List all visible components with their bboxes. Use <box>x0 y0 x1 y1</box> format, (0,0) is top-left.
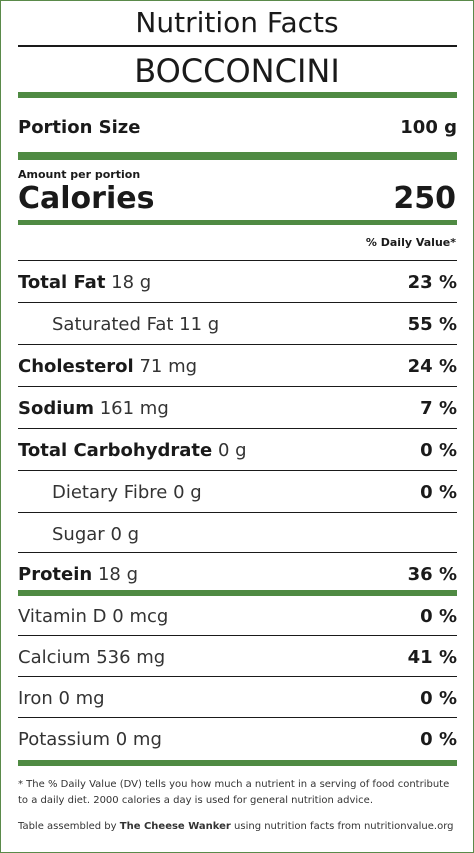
nutrient-name: Sugar <box>52 523 105 545</box>
nutrient-dv: 24 % <box>407 355 457 377</box>
vitamin-row-iron: Iron 0 mg 0 % <box>18 678 457 718</box>
vitamin-dv: 0 % <box>420 687 457 709</box>
nutrient-amount: 18 g <box>97 563 139 585</box>
vitamin-dv: 0 % <box>420 728 457 750</box>
vitamin-name: Iron <box>18 687 53 709</box>
divider <box>18 428 457 429</box>
vitamin-row-potassium: Potassium 0 mg 0 % <box>18 719 457 759</box>
vitamin-amount: 0 mg <box>115 728 162 750</box>
green-bar <box>18 590 457 596</box>
portion-size-row: Portion Size 100 g <box>18 107 457 147</box>
nutrient-name: Cholesterol <box>18 355 134 377</box>
nutrient-dv: 36 % <box>407 563 457 585</box>
green-bar <box>18 220 457 225</box>
calories-value: 250 <box>393 181 456 216</box>
divider <box>18 260 457 261</box>
vitamin-dv: 0 % <box>420 605 457 627</box>
nutrient-dv: 55 % <box>407 313 457 335</box>
nutrient-name: Protein <box>18 563 93 585</box>
portion-size-value: 100 g <box>400 116 457 138</box>
nutrient-row-cholesterol: Cholesterol 71 mg 24 % <box>18 346 457 386</box>
divider <box>18 635 457 636</box>
nutrient-name: Total Fat <box>18 271 106 293</box>
nutrient-amount: 0 g <box>173 481 202 503</box>
green-bar <box>18 152 457 160</box>
daily-value-footnote: * The % Daily Value (DV) tells you how m… <box>18 779 450 806</box>
nutrient-amount: 0 g <box>217 439 247 461</box>
vitamin-dv: 41 % <box>407 646 457 668</box>
portion-size-label: Portion Size <box>18 116 141 138</box>
credit-brand: The Cheese Wanker <box>119 821 231 832</box>
nutrient-amount: 161 mg <box>99 397 169 419</box>
divider <box>18 552 457 553</box>
divider <box>18 344 457 345</box>
nutrient-name: Total Carbohydrate <box>18 439 213 461</box>
nutrient-amount: 0 g <box>110 523 140 545</box>
nutrient-amount: 11 g <box>179 313 220 335</box>
vitamin-row-vitamin-d: Vitamin D 0 mcg 0 % <box>18 596 457 636</box>
nutrient-row-total-fat: Total Fat 18 g 23 % <box>18 262 457 302</box>
nutrient-dv: 23 % <box>407 271 457 293</box>
amount-per-portion: Amount per portion <box>18 168 141 181</box>
vitamin-amount: 0 mcg <box>112 605 169 627</box>
green-bar <box>18 760 457 766</box>
vitamin-row-calcium: Calcium 536 mg 41 % <box>18 637 457 677</box>
product-name: BOCCONCINI <box>134 52 340 90</box>
nutrient-name: Dietary Fibre <box>52 481 168 503</box>
nutrient-name: Sodium <box>18 397 94 419</box>
nutrient-name: Saturated Fat <box>52 313 174 335</box>
nutrient-dv: 0 % <box>420 481 457 503</box>
divider <box>18 302 457 303</box>
divider <box>18 512 457 513</box>
nutrient-row-dietary-fibre: Dietary Fibre 0 g 0 % <box>18 472 457 512</box>
vitamin-name: Vitamin D <box>18 605 107 627</box>
green-bar <box>18 92 457 98</box>
divider <box>18 676 457 677</box>
vitamin-amount: 0 mg <box>58 687 105 709</box>
credit-suffix: using nutrition facts from nutritionvalu… <box>234 821 454 832</box>
label-title: Nutrition Facts <box>135 6 339 39</box>
credit-prefix: Table assembled by <box>18 821 117 832</box>
divider <box>18 386 457 387</box>
vitamin-name: Potassium <box>18 728 111 750</box>
divider <box>18 45 457 47</box>
credit-line: Table assembled by The Cheese Wanker usi… <box>18 819 457 835</box>
nutrient-amount: 71 mg <box>139 355 198 377</box>
nutrient-row-sugar: Sugar 0 g <box>18 514 457 554</box>
divider <box>18 717 457 718</box>
calories-label: Calories <box>18 181 155 216</box>
divider <box>18 470 457 471</box>
nutrient-amount: 18 g <box>111 271 152 293</box>
vitamin-amount: 536 mg <box>96 646 166 668</box>
nutrient-row-sodium: Sodium 161 mg 7 % <box>18 388 457 428</box>
daily-value-header: % Daily Value* <box>365 236 456 249</box>
nutrient-row-total-carbohydrate: Total Carbohydrate 0 g 0 % <box>18 430 457 470</box>
nutrient-row-protein: Protein 18 g 36 % <box>18 554 457 594</box>
nutrient-dv: 0 % <box>420 439 457 461</box>
nutrient-dv: 7 % <box>420 397 457 419</box>
vitamin-name: Calcium <box>18 646 91 668</box>
nutrient-row-saturated-fat: Saturated Fat 11 g 55 % <box>18 304 457 344</box>
